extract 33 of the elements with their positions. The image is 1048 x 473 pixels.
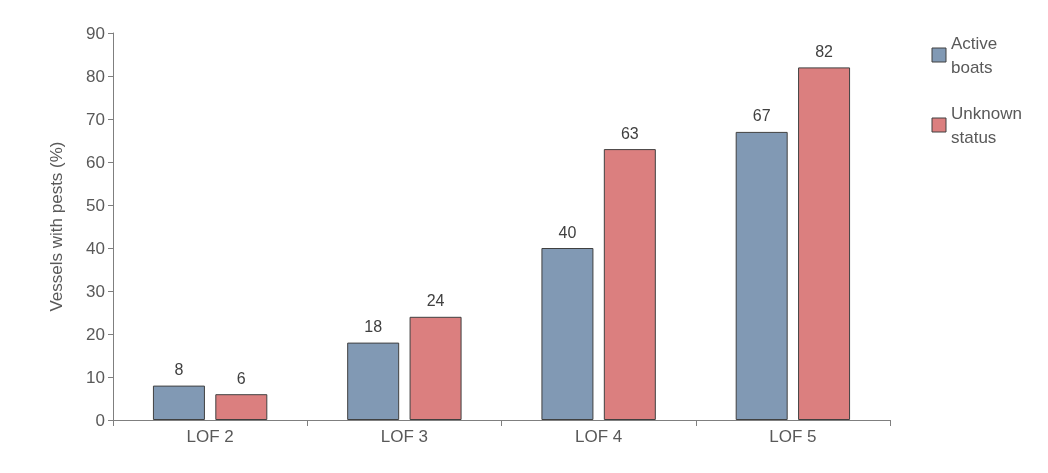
x-tick-label: LOF 2 [186, 427, 234, 446]
legend-label: Unknown status [951, 103, 1027, 147]
data-label: 6 [236, 369, 246, 387]
data-label: 82 [815, 42, 834, 60]
x-tick-label: LOF 5 [769, 427, 817, 446]
y-tick-label: 50 [86, 195, 105, 215]
bar [152, 385, 205, 420]
data-label: 63 [620, 124, 639, 142]
y-tick-label: 10 [86, 367, 105, 387]
data-label: 8 [174, 361, 184, 379]
bar [603, 149, 656, 420]
y-tick-label: 70 [86, 109, 105, 129]
bar [541, 248, 594, 420]
x-tick-label: LOF 3 [380, 427, 428, 446]
y-tick-label: 40 [86, 238, 105, 258]
y-tick-label: 20 [86, 324, 105, 344]
y-tick-label: 60 [86, 152, 105, 172]
data-label: 40 [558, 223, 577, 241]
y-tick-label: 0 [95, 410, 105, 430]
y-axis-title: Vessels with pests (%) [47, 141, 66, 312]
bar [347, 342, 400, 420]
bar [409, 316, 462, 420]
data-label: 18 [364, 318, 383, 336]
legend-label: Active boats [951, 33, 1003, 77]
y-tick-label: 90 [86, 23, 105, 43]
bar [798, 67, 851, 420]
y-tick-label: 30 [86, 281, 105, 301]
bar [215, 394, 268, 420]
data-label: 24 [426, 292, 445, 310]
x-tick-label: LOF 4 [575, 427, 623, 446]
y-tick-label: 80 [86, 66, 105, 86]
bar [735, 131, 788, 420]
data-label: 67 [752, 107, 771, 125]
